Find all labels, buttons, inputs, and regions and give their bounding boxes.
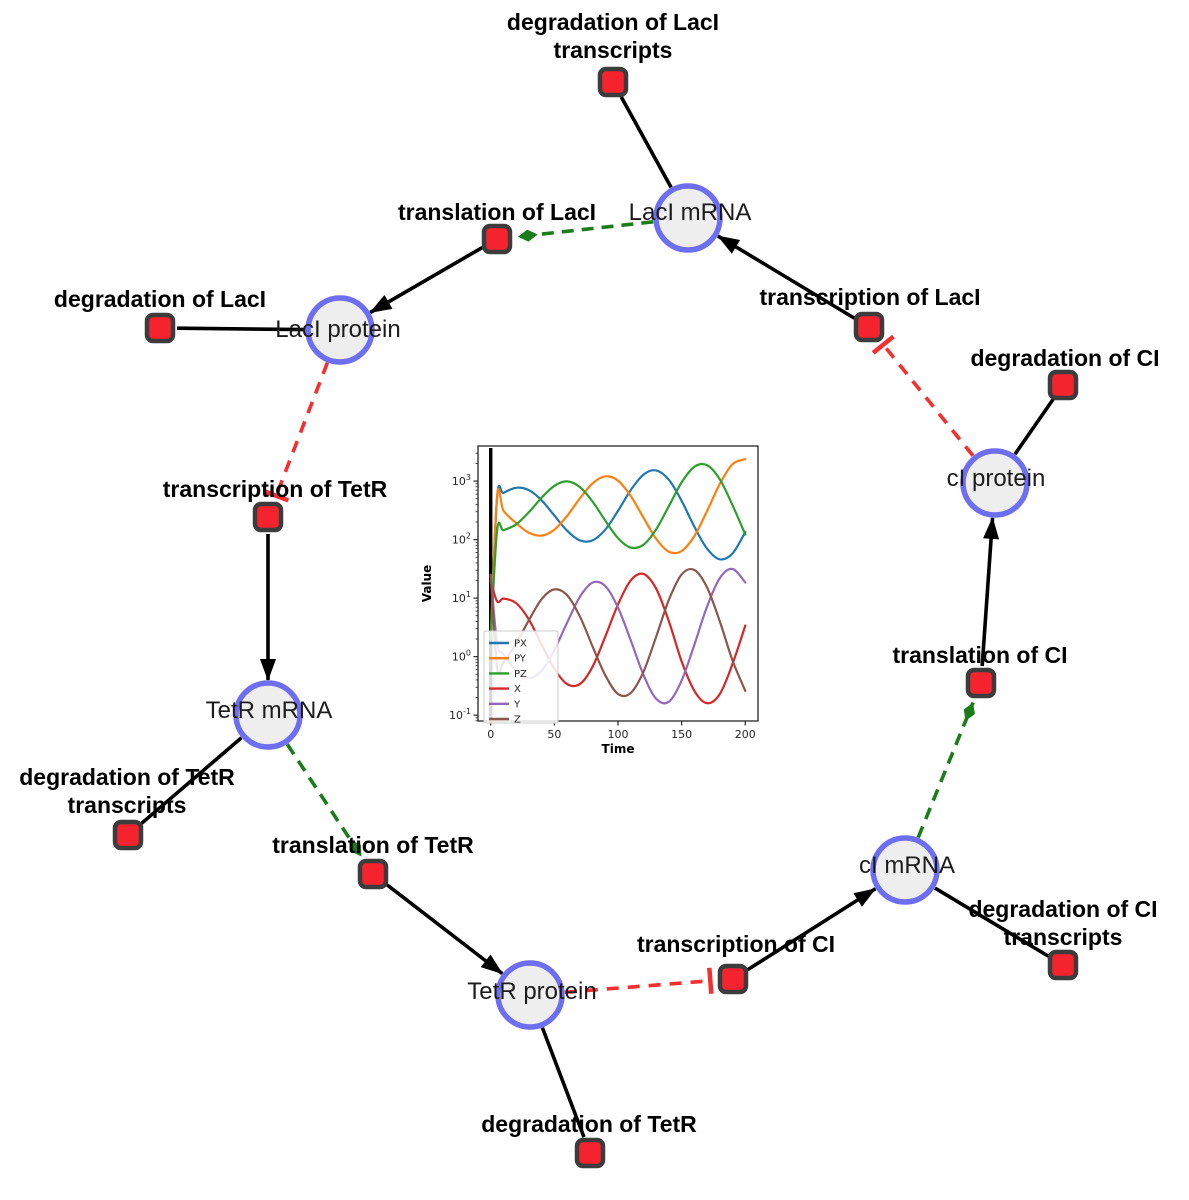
edge-modifier-tetr-mrna-to-transl-tetr	[285, 743, 363, 858]
edge-production-transl-laci-to-laci-protein	[369, 245, 484, 315]
x-tick-label: 0	[487, 728, 494, 741]
species-node-tetr-mrna[interactable]	[233, 680, 303, 750]
y-axis-label: Value	[420, 565, 434, 603]
legend-label-z: Z	[514, 715, 521, 726]
y-tick-label: 100	[452, 649, 471, 664]
edge-inhibition-laci-protein-to-tx-tetr	[263, 362, 330, 503]
reaction-node-transl-ci[interactable]	[965, 667, 997, 699]
species-node-laci-mrna[interactable]	[653, 183, 723, 253]
edge-modifier-laci-mrna-to-transl-laci	[517, 220, 654, 242]
edge-consumption-tetr-protein-to-deg-tetr	[540, 1027, 586, 1138]
legend-label-px: PX	[514, 639, 527, 650]
reaction-node-tx-laci[interactable]	[853, 311, 885, 343]
species-node-tetr-protein[interactable]	[495, 960, 565, 1030]
chart-frame	[477, 445, 759, 722]
edge-consumption-tetr-mrna-to-deg-tetr-tx	[139, 736, 243, 826]
y-tick-label: 10-1	[449, 707, 471, 722]
reaction-node-transl-laci[interactable]	[481, 223, 513, 255]
edge-inhibition-ci-protein-to-tx-laci	[871, 334, 975, 457]
reaction-node-deg-tetr[interactable]	[574, 1137, 606, 1169]
chart-curves-group	[489, 448, 747, 721]
reaction-node-deg-tetr-tx[interactable]	[112, 819, 144, 851]
legend-label-py: PY	[514, 654, 527, 665]
x-tick-label: 50	[547, 728, 561, 741]
legend-label-y: Y	[513, 699, 521, 710]
edge-consumption-ci-mrna-to-deg-ci-tx	[934, 886, 1050, 958]
y-tick-label: 103	[452, 473, 471, 488]
chart-legend: PX PY PZ XYZ	[483, 630, 559, 726]
nodes-group	[112, 66, 1079, 1169]
reaction-node-tx-ci[interactable]	[717, 963, 749, 995]
timeseries-inset-chart: 10-1 100 101 102 103 0 50 100 150 200 PX PY PZ X Y Z Tim…	[415, 433, 770, 765]
series-line-pz	[489, 462, 747, 641]
edge-inhibition-tetr-protein-to-tx-ci	[564, 967, 714, 995]
edge-consumption-ci-protein-to-deg-ci	[1013, 397, 1055, 456]
legend-label-pz: PZ	[514, 669, 527, 680]
edge-production-tx-laci-to-laci-mrna	[717, 234, 856, 320]
reaction-node-deg-laci[interactable]	[144, 312, 176, 344]
reaction-node-deg-laci-tx[interactable]	[597, 66, 629, 98]
x-tick-label: 100	[608, 728, 629, 741]
reaction-node-deg-ci[interactable]	[1047, 369, 1079, 401]
species-node-ci-protein[interactable]	[960, 448, 1030, 518]
edge-modifier-ci-mrna-to-transl-ci	[916, 701, 975, 839]
legend-box	[483, 630, 559, 724]
reaction-node-transl-tetr[interactable]	[357, 858, 389, 890]
edge-production-transl-ci-to-ci-protein	[980, 516, 1000, 667]
legend-label-x: X	[514, 684, 521, 695]
edges-group	[139, 96, 1055, 1138]
edge-production-transl-tetr-to-tetr-protein	[385, 882, 504, 976]
y-tick-label: 102	[452, 532, 471, 547]
edge-consumption-laci-protein-to-deg-laci	[176, 326, 306, 332]
species-node-ci-mrna[interactable]	[870, 835, 940, 905]
series-line-x	[489, 572, 747, 705]
x-tick-label: 150	[671, 728, 692, 741]
species-node-laci-protein[interactable]	[305, 295, 375, 365]
reaction-node-tx-tetr[interactable]	[252, 501, 284, 533]
x-tick-label: 200	[735, 728, 756, 741]
edge-production-tx-ci-to-ci-mrna	[746, 887, 877, 972]
x-axis-label: Time	[602, 742, 635, 756]
reaction-node-deg-ci-tx[interactable]	[1047, 949, 1079, 981]
chart-svg: 10-1 100 101 102 103 0 50 100 150 200 PX PY PZ XYZ Tim…	[420, 445, 759, 756]
edge-consumption-laci-mrna-to-deg-laci-tx	[619, 96, 673, 189]
y-tick-label: 101	[452, 590, 471, 605]
